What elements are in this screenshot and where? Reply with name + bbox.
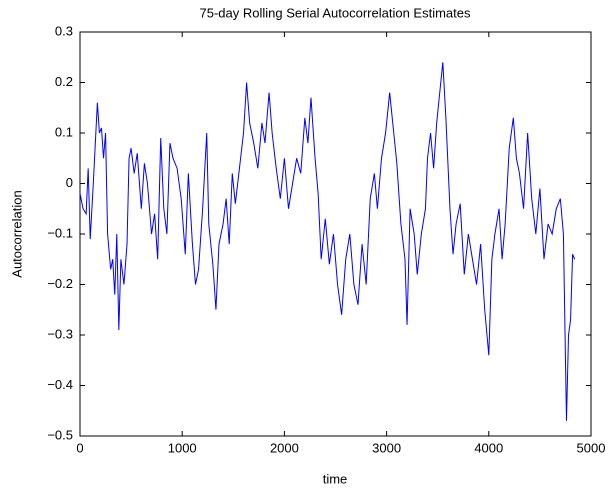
y-tick-label: −0.4 <box>47 377 73 392</box>
y-tick-label: −0.3 <box>47 326 73 341</box>
x-tick-label: 0 <box>76 440 83 455</box>
y-tick-label: −0.2 <box>47 276 73 291</box>
y-tick-label: 0.2 <box>55 74 73 89</box>
x-tick-label: 2000 <box>270 440 299 455</box>
y-axis-label: Autocorrelation <box>9 190 24 277</box>
x-tick-label: 3000 <box>372 440 401 455</box>
y-tick-label: 0.3 <box>55 23 73 38</box>
plot-frame <box>79 31 592 437</box>
y-tick-label: −0.5 <box>47 427 73 442</box>
x-axis-label: time <box>323 471 348 486</box>
x-tick-label: 4000 <box>474 440 503 455</box>
chart-title: 75-day Rolling Serial Autocorrelation Es… <box>200 5 471 20</box>
y-tick-label: 0 <box>66 175 73 190</box>
x-tick-label: 5000 <box>577 440 606 455</box>
y-tick-label: 0.1 <box>55 124 73 139</box>
x-tick-label: 1000 <box>168 440 197 455</box>
y-tick-label: −0.1 <box>47 225 73 240</box>
data-line <box>79 62 576 421</box>
